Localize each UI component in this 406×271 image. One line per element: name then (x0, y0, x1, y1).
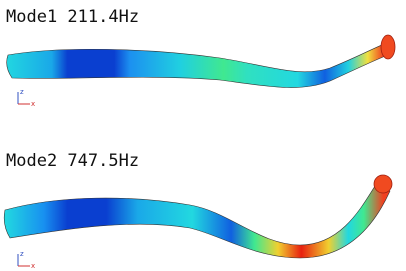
triad-z-label: z (20, 88, 24, 96)
bat-mode-shape (4, 186, 390, 258)
bat-mode-shape (7, 44, 388, 88)
mode-title: Mode2 747.5Hz (6, 151, 139, 171)
mode-title: Mode1 211.4Hz (6, 7, 139, 27)
bat-knob (374, 175, 392, 193)
triad-z-label: z (20, 250, 24, 258)
triad-x-label: x (31, 262, 35, 270)
mode-shapes-figure: Mode1 211.4Hz z x Mode2 747.5Hz z x (0, 0, 406, 271)
triad-x-label: x (31, 100, 35, 108)
axis-triad: z x (18, 250, 35, 270)
axis-triad: z x (18, 88, 35, 108)
bat-knob (381, 35, 395, 59)
